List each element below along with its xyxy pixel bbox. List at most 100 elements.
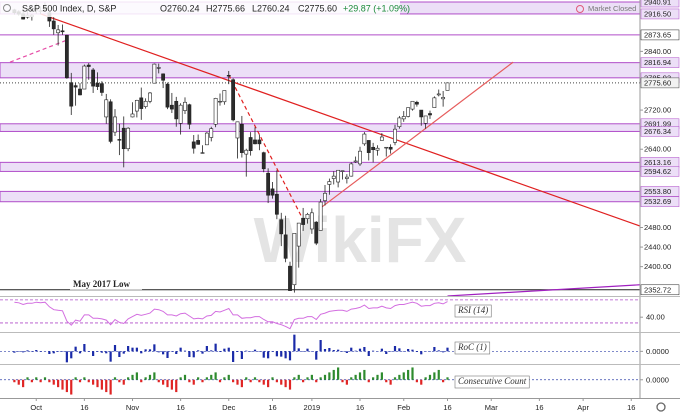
candle-body [156, 67, 161, 69]
indicator-bar [223, 377, 226, 380]
indicator-bar [258, 379, 261, 383]
indicator-bar [162, 379, 165, 385]
price-label: 2613.16 [644, 158, 671, 167]
indicator-bar [253, 377, 257, 380]
y-tick-label: 2480.00 [644, 223, 671, 232]
indicator-bar [280, 351, 283, 357]
indicator-bar [214, 343, 217, 352]
indicator-bar [284, 351, 287, 359]
settings-gear[interactable] [656, 402, 666, 412]
indicator-bar [411, 367, 414, 380]
indicator-bar [293, 334, 296, 352]
indicator-bar [328, 372, 331, 380]
indicator-bar [358, 372, 362, 380]
indicator-bar [153, 344, 156, 352]
settings-icon[interactable] [656, 402, 666, 412]
indicator-bar [332, 350, 335, 352]
indicator-bar [157, 351, 160, 353]
candle-body [388, 146, 393, 150]
indicator-bar [192, 351, 195, 358]
candle-body [91, 69, 96, 87]
indicator-bar [232, 379, 235, 383]
indicator-bar [170, 351, 173, 352]
price-label: 2940.91 [644, 0, 671, 6]
trendline [320, 61, 514, 209]
header-icon[interactable] [3, 4, 11, 12]
indicator-bar [249, 351, 252, 352]
price-label-box [640, 284, 680, 296]
trendline [447, 284, 640, 296]
watermark: WikiFX [254, 204, 467, 276]
indicator-bar [258, 351, 261, 352]
candle-body [78, 88, 82, 96]
candle-body [261, 152, 266, 170]
ohlc-open: O2760.24 [160, 3, 200, 13]
candle-body [82, 65, 87, 90]
candle-body [305, 213, 310, 219]
indicator-bar [407, 369, 410, 380]
candle-body [353, 160, 358, 163]
indicator-bar [402, 372, 405, 380]
indicator-bar [358, 348, 362, 352]
price-label: 2691.99 [644, 119, 671, 128]
indicator-bar [328, 348, 331, 352]
indicator-bar [380, 372, 383, 380]
indicator-bar [83, 344, 86, 352]
candle-body [248, 137, 253, 151]
x-tick-label: 2019 [304, 403, 321, 412]
price-label: 2532.69 [644, 197, 671, 206]
indicator-bar [442, 379, 445, 383]
pane-name: RSI (14) [457, 305, 488, 315]
candle-body [56, 29, 61, 34]
indicator-bar [332, 369, 335, 380]
indicator-bar [389, 379, 392, 385]
zone [0, 123, 640, 132]
indicator-bar [153, 372, 156, 380]
x-tick-label: Feb [397, 403, 410, 412]
indicator-bar [127, 346, 130, 352]
indicator-bar [113, 377, 117, 380]
candle-body [152, 63, 157, 84]
price-label: 2594.62 [644, 167, 671, 176]
pane-name: Consecutive Count [458, 376, 527, 386]
indicator-bar [240, 351, 243, 359]
candle-body [344, 176, 349, 179]
x-tick-label: 16 [80, 403, 88, 412]
indicator-bar [262, 351, 265, 358]
indicator-bar [205, 377, 208, 380]
indicator-bar [157, 379, 160, 383]
indicator-bar [26, 377, 29, 380]
candle-body [309, 212, 314, 230]
x-tick-label: 16 [176, 403, 184, 412]
zone [0, 190, 640, 203]
zone [0, 161, 640, 172]
indicator-bar [109, 379, 112, 395]
indicator-bar [92, 351, 95, 356]
indicator-bar [319, 340, 322, 352]
candle-body [292, 233, 297, 286]
indicator-bar [17, 379, 20, 385]
indicator-bar [131, 374, 134, 380]
indicator-bar [179, 377, 182, 380]
indicator-bar [350, 377, 353, 380]
indicator-bar [398, 348, 401, 352]
indicator-bar [284, 379, 287, 388]
indicator-bar [74, 346, 77, 352]
indicator-bar [310, 374, 313, 380]
price-label-box [640, 29, 680, 41]
x-tick-label: 16 [443, 403, 451, 412]
indicator-bar [354, 374, 357, 380]
indicator-bar [253, 349, 257, 352]
indicator-bar [293, 377, 296, 380]
x-tick-label: Oct [30, 403, 43, 412]
candle-body [375, 147, 380, 151]
indicator-bar [310, 351, 313, 352]
indicator-bar [236, 379, 239, 385]
indicator-bar [288, 351, 292, 361]
price-label: 2553.80 [644, 187, 671, 196]
indicator-bar [302, 351, 305, 352]
candle-body [99, 83, 104, 93]
indicator-bar [13, 379, 16, 383]
indicator-bar [183, 350, 187, 352]
